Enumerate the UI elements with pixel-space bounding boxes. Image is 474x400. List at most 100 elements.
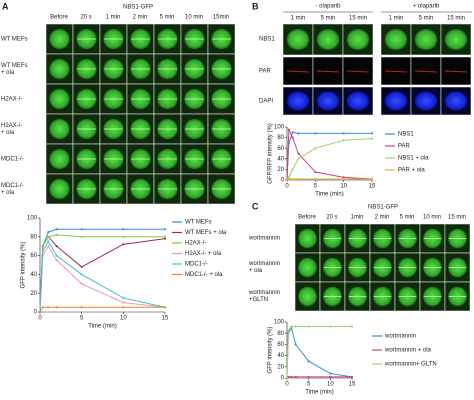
y-tick-label: 20 (277, 364, 284, 370)
legend-label: WT MEFs (185, 220, 212, 226)
data-point (329, 372, 332, 375)
series-line (39, 306, 165, 313)
legend-label: PAR (398, 144, 411, 150)
data-point (47, 235, 50, 238)
data-point (342, 139, 345, 142)
data-point (291, 177, 294, 181)
column-header: 20 s (80, 15, 91, 21)
row-label: WT MEFs (1, 63, 28, 69)
data-point (314, 132, 317, 135)
legend-label: WT MEFs + ola (185, 230, 227, 236)
data-point (287, 176, 290, 179)
x-tick-label: 15 (349, 382, 356, 388)
data-point (80, 235, 83, 238)
column-header: 1 min (106, 15, 121, 21)
x-tick-label: 5 (80, 316, 84, 322)
column-header: 5 min (160, 15, 175, 21)
data-point (287, 329, 290, 332)
row-label: wortmannin (248, 290, 280, 296)
data-point (297, 157, 300, 160)
row-label: wortmannin (248, 261, 280, 267)
data-point (122, 306, 125, 309)
legend-label: wortmannin + ola (384, 348, 432, 354)
legend-label: H2AX-/- + ola (185, 251, 222, 257)
column-header: 5 min (400, 215, 415, 221)
data-point (55, 228, 58, 231)
row-label: MDC1-/- (1, 157, 24, 163)
data-point (294, 375, 297, 378)
nucleus (49, 178, 70, 200)
data-point (80, 273, 83, 276)
y-tick-label: 80 (277, 135, 284, 141)
column-header: Before (50, 15, 68, 21)
nucleus (414, 91, 438, 111)
nucleus (444, 91, 468, 111)
series-line (286, 129, 373, 181)
x-tick-label: 5 (307, 382, 311, 388)
x-tick-label: 10 (340, 184, 347, 190)
data-point (350, 325, 354, 328)
damage-stripe (444, 70, 468, 73)
column-header: 10 min (423, 215, 441, 221)
data-point (80, 306, 83, 309)
legend-label: PAR + ola (398, 168, 425, 174)
nucleus (49, 88, 70, 110)
data-point (297, 177, 300, 181)
nucleus (286, 91, 310, 111)
data-point (314, 147, 317, 150)
y-tick-label: 20 (30, 291, 37, 297)
group-header: - olaparib (315, 4, 341, 10)
data-point (55, 245, 58, 248)
panel-title: NBS1-GFP (368, 205, 398, 211)
data-point (342, 176, 345, 179)
data-point (370, 132, 374, 135)
y-tick-label: 0 (281, 376, 285, 382)
data-point (291, 136, 294, 139)
data-point (163, 235, 167, 238)
series-line (286, 326, 353, 379)
legend-label: H2AX-/- (185, 241, 206, 247)
data-point (163, 306, 167, 309)
column-header: 5 min (419, 16, 434, 22)
row-label: PAR (259, 69, 272, 75)
x-tick-label: 10 (327, 382, 334, 388)
x-tick-label: 15 (369, 184, 376, 190)
data-point (122, 301, 125, 304)
data-point (163, 237, 167, 240)
nucleus (298, 228, 317, 249)
nucleus (346, 91, 370, 111)
row-label: + ola (249, 268, 263, 274)
data-point (287, 128, 290, 131)
group-header: + olaparib (413, 4, 440, 10)
data-point (55, 259, 58, 262)
row-label: +GLTN (249, 297, 268, 303)
row-label: DAPI (259, 99, 273, 105)
data-point (41, 249, 44, 252)
legend-label: MDC1-/- (185, 262, 208, 268)
row-label: WT MEFs (1, 37, 28, 43)
row-label: + ola (1, 130, 15, 136)
column-header: 1 min (291, 16, 306, 22)
series-line (286, 138, 373, 181)
y-tick-label: 100 (274, 125, 285, 131)
row-label: H2AX-/- (1, 97, 22, 103)
x-axis-label: Time (min) (305, 390, 333, 396)
data-point (47, 231, 50, 234)
y-tick-label: 60 (30, 253, 37, 259)
data-point (307, 360, 310, 363)
data-point (55, 233, 58, 237)
data-point (314, 177, 317, 181)
y-tick-label: 60 (277, 342, 284, 348)
column-header: Before (298, 215, 316, 221)
y-tick-label: 0 (34, 310, 38, 316)
nucleus (298, 286, 317, 307)
data-point (370, 177, 374, 181)
series-line (39, 234, 165, 313)
data-point (307, 325, 310, 328)
column-header: 15 min (349, 16, 367, 22)
data-point (55, 254, 58, 257)
column-header: 15 min (448, 215, 466, 221)
nucleus (49, 148, 70, 170)
data-point (80, 265, 83, 268)
data-point (41, 245, 44, 248)
